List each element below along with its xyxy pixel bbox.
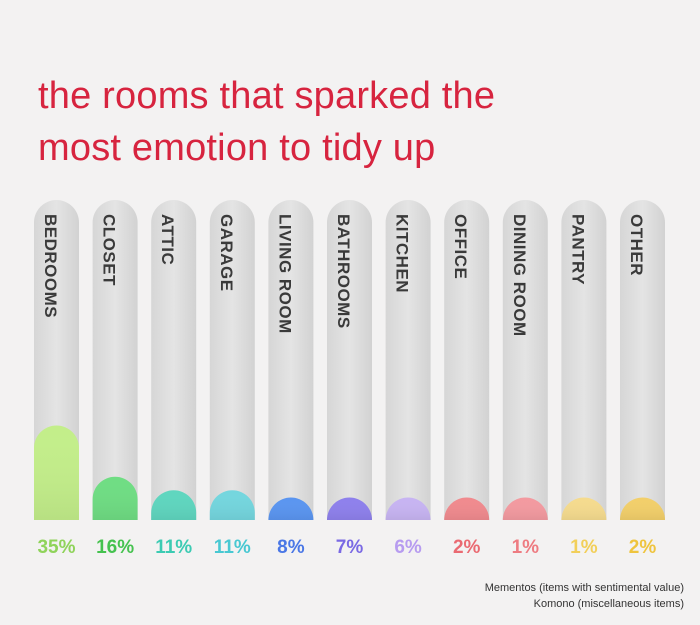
bar-shade — [327, 497, 372, 520]
value-label: 8% — [277, 537, 305, 558]
footnote: Mementos (items with sentimental value) … — [485, 580, 684, 612]
category-label: GARAGE — [217, 214, 236, 292]
bar-shade — [92, 476, 138, 520]
value-label: 2% — [629, 537, 657, 558]
category-label: ATTIC — [158, 214, 177, 265]
value-label: 1% — [570, 537, 598, 558]
bar-shade — [209, 490, 255, 520]
bar-shade — [151, 490, 197, 520]
value-label: 16% — [96, 537, 134, 558]
bar-shade — [620, 497, 665, 520]
value-label: 1% — [512, 537, 540, 558]
category-label: OTHER — [627, 214, 646, 276]
category-label: PANTRY — [568, 214, 587, 285]
bar-track — [327, 200, 372, 521]
value-label: 11% — [155, 537, 192, 558]
value-label: 6% — [394, 537, 422, 558]
category-label: BEDROOMS — [41, 214, 60, 318]
category-label: BATHROOMS — [334, 214, 353, 329]
category-label: DINING ROOM — [510, 214, 529, 337]
footnote-line-2: Komono (miscellaneous items) — [533, 598, 684, 610]
footnote-line-1: Mementos (items with sentimental value) — [484, 582, 684, 594]
bar-track — [209, 200, 255, 521]
bar-track — [561, 200, 607, 521]
bar-shade — [444, 497, 490, 520]
bar-shade — [268, 497, 314, 520]
bar-track — [151, 200, 197, 521]
bar-shade — [561, 497, 607, 520]
category-label: KITCHEN — [393, 214, 412, 293]
bar-shade — [34, 425, 79, 520]
bar-shade — [502, 497, 548, 520]
chart-title: the rooms that sparked the most emotion … — [38, 70, 658, 174]
bar-track — [620, 200, 665, 521]
category-label: OFFICE — [451, 214, 470, 279]
bar-track — [92, 200, 138, 520]
chart-title-line-2: most emotion to tidy up — [38, 127, 436, 169]
value-label: 7% — [336, 537, 364, 558]
value-label: 2% — [453, 537, 481, 558]
bar-track — [502, 200, 548, 521]
category-label: CLOSET — [100, 214, 119, 286]
category-label: LIVING ROOM — [275, 214, 294, 334]
bar-track — [444, 200, 490, 521]
bar-shade — [385, 497, 431, 520]
value-label: 35% — [37, 537, 75, 558]
bar-track — [385, 200, 431, 521]
chart-title-line-1: the rooms that sparked the — [38, 75, 496, 117]
value-label: 11% — [214, 537, 251, 558]
bar-track — [268, 200, 314, 521]
